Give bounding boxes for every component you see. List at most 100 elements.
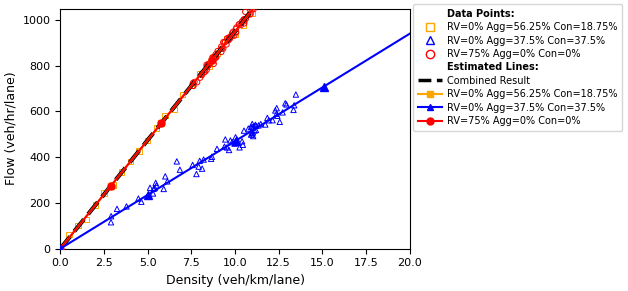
Point bbox=[225, 138, 236, 143]
Point bbox=[225, 36, 235, 41]
Point bbox=[198, 157, 208, 162]
Point bbox=[230, 32, 240, 36]
Point bbox=[64, 232, 74, 237]
Point bbox=[133, 196, 143, 201]
Point bbox=[247, 122, 257, 126]
Point bbox=[229, 141, 239, 146]
Point bbox=[238, 143, 248, 147]
Point bbox=[149, 186, 160, 190]
Point bbox=[222, 36, 232, 40]
Point bbox=[211, 54, 221, 59]
Point bbox=[230, 135, 241, 140]
Point bbox=[134, 148, 144, 153]
Point bbox=[195, 75, 205, 80]
Point bbox=[239, 18, 249, 22]
Point bbox=[239, 19, 249, 24]
Point bbox=[234, 145, 244, 150]
Point bbox=[243, 126, 253, 131]
Point bbox=[232, 137, 242, 142]
Point bbox=[247, 7, 257, 12]
Point bbox=[248, 130, 258, 135]
Point bbox=[202, 68, 212, 72]
Point bbox=[200, 69, 210, 74]
Point bbox=[251, 3, 261, 8]
Point bbox=[125, 159, 135, 164]
Point bbox=[241, 10, 251, 14]
Point bbox=[145, 185, 155, 190]
Point bbox=[208, 58, 218, 63]
Point bbox=[234, 22, 244, 27]
Point bbox=[271, 111, 281, 116]
Point bbox=[221, 37, 231, 41]
Point bbox=[106, 214, 116, 219]
Point bbox=[203, 63, 214, 68]
Point bbox=[239, 23, 249, 27]
Point bbox=[278, 110, 288, 115]
Point bbox=[273, 113, 283, 118]
Point bbox=[108, 183, 118, 187]
Point bbox=[263, 116, 273, 120]
Point bbox=[148, 191, 158, 196]
Point bbox=[280, 101, 290, 106]
Point bbox=[218, 46, 228, 51]
Point bbox=[254, 123, 264, 128]
Point bbox=[239, 21, 249, 26]
Point bbox=[264, 118, 274, 123]
Point bbox=[219, 40, 229, 45]
Point bbox=[210, 54, 220, 59]
Point bbox=[197, 71, 207, 76]
Point bbox=[246, 125, 256, 129]
Point bbox=[231, 26, 241, 31]
Point bbox=[222, 145, 232, 150]
Point bbox=[203, 62, 214, 67]
Point bbox=[291, 92, 301, 97]
Point bbox=[117, 170, 127, 174]
Point bbox=[188, 84, 198, 88]
Point bbox=[227, 33, 237, 38]
Point bbox=[251, 123, 261, 127]
Point bbox=[195, 159, 205, 163]
Point bbox=[245, 12, 255, 17]
Point bbox=[202, 63, 212, 67]
Point bbox=[208, 61, 219, 66]
Point bbox=[199, 70, 209, 75]
Point bbox=[212, 146, 222, 151]
Point bbox=[224, 36, 234, 40]
Point bbox=[136, 199, 146, 204]
Point bbox=[225, 35, 235, 39]
Point bbox=[210, 54, 220, 59]
Point bbox=[229, 33, 239, 38]
Point bbox=[270, 108, 280, 113]
Point bbox=[208, 55, 219, 60]
Point bbox=[207, 57, 217, 61]
Point bbox=[159, 187, 169, 191]
Point bbox=[121, 204, 131, 209]
Point bbox=[232, 25, 242, 30]
Point bbox=[162, 179, 172, 184]
Point bbox=[151, 183, 161, 188]
Point bbox=[231, 30, 241, 35]
Point bbox=[224, 148, 234, 152]
Point bbox=[193, 164, 203, 169]
Point bbox=[288, 108, 298, 112]
Point bbox=[246, 132, 256, 137]
Point bbox=[160, 113, 170, 118]
Point bbox=[236, 23, 246, 27]
Point bbox=[188, 84, 198, 88]
Point bbox=[237, 19, 247, 24]
Point bbox=[169, 107, 179, 112]
Point bbox=[205, 61, 215, 65]
Point bbox=[207, 55, 217, 60]
Point bbox=[272, 106, 282, 111]
Point bbox=[175, 167, 185, 172]
Point bbox=[172, 159, 182, 164]
Point bbox=[151, 126, 161, 130]
Point bbox=[203, 62, 214, 66]
Point bbox=[224, 38, 234, 43]
Point bbox=[143, 138, 153, 143]
Point bbox=[234, 22, 244, 27]
Point bbox=[220, 137, 230, 142]
Point bbox=[151, 180, 161, 185]
Point bbox=[227, 140, 237, 144]
Point bbox=[219, 144, 229, 149]
